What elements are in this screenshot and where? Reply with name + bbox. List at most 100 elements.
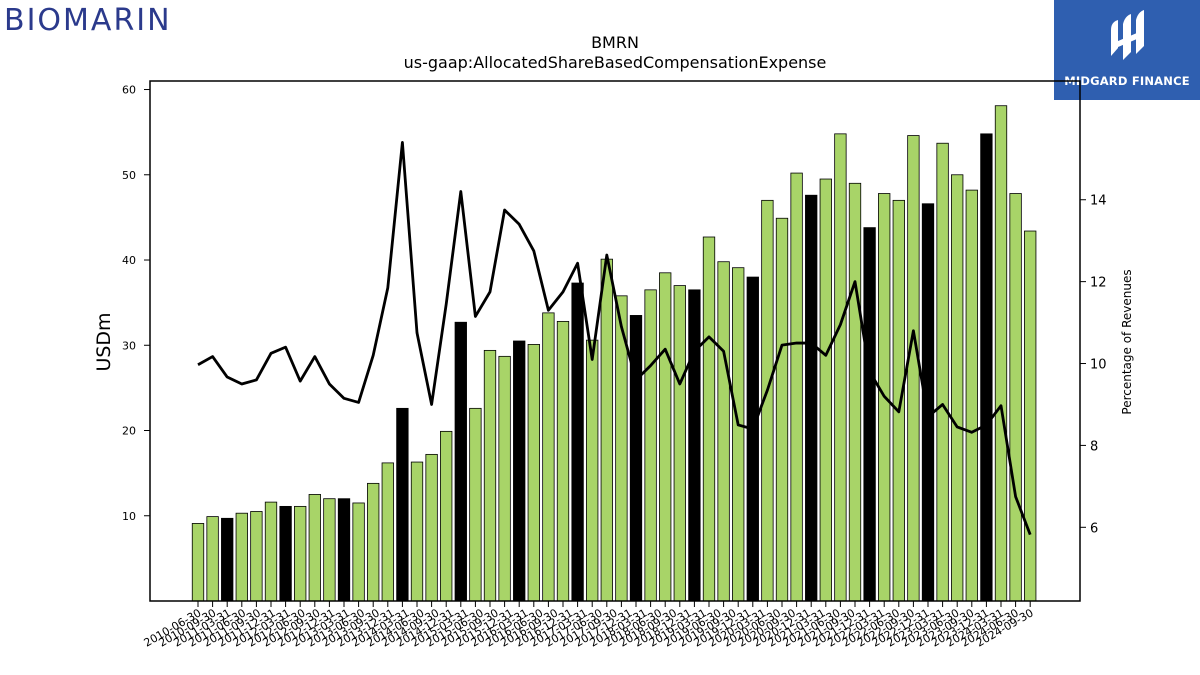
y2-tick-label: 6 <box>1090 521 1098 536</box>
x-tick-label: 2014-03-31 <box>350 606 412 649</box>
bar-2010-06-30 <box>191 523 205 602</box>
y-tick-label: 40 <box>122 254 136 267</box>
bar-2016-06-30 <box>542 312 555 602</box>
x-tick-label: 2011-03-31 <box>171 606 233 649</box>
bar-2021-09-30 <box>848 182 862 602</box>
bar-2017-03-31 <box>586 339 599 602</box>
bar-2019-03-31 <box>702 236 716 602</box>
x-tick-label: 2012-12-31 <box>275 606 337 649</box>
x-tick-label: 2017-12-31 <box>573 606 635 649</box>
bar-2012-06-30 <box>308 494 321 602</box>
bar-2022-12-31 <box>921 203 935 602</box>
x-tick-label: 2016-06-30 <box>483 606 545 649</box>
x-tick-label: 2012-03-31 <box>231 606 293 649</box>
x-tick-label: 2016-03-31 <box>469 606 531 649</box>
bar-2010-09-30 <box>206 516 219 602</box>
x-tick-label: 2013-12-31 <box>335 606 397 649</box>
x-tick-label: 2014-06-30 <box>365 606 427 649</box>
bar-2021-03-31 <box>819 178 832 602</box>
bar-2012-09-30 <box>323 498 336 602</box>
x-tick-label: 2023-03-31 <box>885 606 947 649</box>
x-tick-label: 2012-06-30 <box>246 606 308 649</box>
x-tick-label: 2023-12-31 <box>929 606 991 649</box>
x-tick-label: 2018-09-30 <box>617 606 679 649</box>
x-tick-label: 2019-09-30 <box>677 606 739 649</box>
x-tick-label: 2021-03-31 <box>766 606 828 649</box>
bar-2023-03-31 <box>936 142 949 602</box>
x-tick-label: 2024-03-31 <box>944 606 1006 649</box>
y2-axis-label: Percentage of Revenues <box>1120 269 1134 414</box>
bar-2019-06-30 <box>717 261 730 602</box>
x-tick-label: 2013-09-30 <box>320 606 382 649</box>
bar-2011-03-31 <box>235 512 248 602</box>
bar-2015-03-31 <box>469 407 482 602</box>
bar-2013-03-31 <box>352 502 365 602</box>
x-tick-label: 2018-03-31 <box>587 606 649 649</box>
bar-2018-06-30 <box>659 272 672 602</box>
x-tick-label: 2011-12-31 <box>216 606 278 649</box>
x-tick-label: 2014-09-30 <box>379 606 441 649</box>
bar-2015-09-30 <box>498 355 511 602</box>
x-tick-label: 2016-09-30 <box>498 606 560 649</box>
x-tick-label: 2012-09-30 <box>261 606 323 649</box>
bar-2020-06-30 <box>775 217 789 602</box>
bar-2015-06-30 <box>483 349 497 602</box>
x-tick-label: 2019-06-30 <box>662 606 724 649</box>
x-tick-label: 2015-12-31 <box>454 606 516 649</box>
y2-tick-label: 10 <box>1090 358 1107 373</box>
x-tick-label: 2017-03-31 <box>528 606 590 649</box>
bar-2022-06-30 <box>892 199 905 602</box>
bar-2022-09-30 <box>907 135 920 602</box>
bar-2018-03-31 <box>644 289 657 602</box>
bar-2013-09-30 <box>381 462 394 602</box>
y-axis-label: USDm <box>93 312 115 371</box>
bar-2016-03-31 <box>527 344 540 602</box>
bar-2024-06-30 <box>1009 193 1022 602</box>
x-tick-label: 2023-06-30 <box>900 606 962 649</box>
bar-2024-03-31 <box>994 105 1008 602</box>
x-tick-label: 2023-09-30 <box>914 606 976 649</box>
x-tick-label: 2013-06-30 <box>305 606 367 649</box>
x-tick-label: 2017-09-30 <box>558 606 620 649</box>
x-tick-label: 2022-09-30 <box>855 606 917 649</box>
bar-2011-12-31 <box>279 505 292 602</box>
midgard-logo-mark-icon <box>1054 8 1200 72</box>
x-tick-label: 2020-06-30 <box>721 606 783 649</box>
chart-subtitle: us-gaap:AllocatedShareBasedCompensationE… <box>404 53 827 72</box>
bar-2018-09-30 <box>673 285 686 602</box>
x-tick-label: 2024-06-30 <box>959 606 1021 649</box>
bar-2023-06-30 <box>951 174 964 602</box>
bar-2023-09-30 <box>965 189 978 602</box>
bar-2020-12-31 <box>805 194 818 602</box>
y-tick-label: 50 <box>122 169 136 182</box>
x-tick-label: 2022-06-30 <box>840 606 902 649</box>
y2-tick-label: 8 <box>1090 439 1098 454</box>
x-tick-label: 2015-06-30 <box>424 606 486 649</box>
biomarin-logo-text: BIOMARIN <box>4 2 172 38</box>
bar-2020-03-31 <box>761 199 774 602</box>
x-tick-label: 2021-06-30 <box>781 606 843 649</box>
bar-2014-09-30 <box>440 430 453 602</box>
chart-title: BMRN <box>591 33 639 52</box>
bar-2021-12-31 <box>863 227 876 602</box>
y2-tick-label: 14 <box>1090 194 1107 209</box>
x-tick-label: 2021-12-31 <box>810 606 872 649</box>
x-tick-label: 2019-03-31 <box>647 606 709 649</box>
bar-2013-06-30 <box>367 482 380 602</box>
bar-2012-03-31 <box>294 505 307 602</box>
bar-2014-12-31 <box>454 321 467 602</box>
bar-2010-12-31 <box>221 517 234 602</box>
x-tick-label: 2020-09-30 <box>736 606 798 649</box>
y-tick-label: 30 <box>122 339 136 352</box>
x-tick-label: 2021-09-30 <box>795 606 857 649</box>
x-tick-label: 2018-06-30 <box>602 606 664 649</box>
x-tick-label: 2013-03-31 <box>290 606 352 649</box>
bar-2013-12-31 <box>396 407 409 602</box>
bar-2011-06-30 <box>250 511 263 602</box>
y-tick-label: 10 <box>122 510 136 523</box>
bar-2014-03-31 <box>410 461 424 602</box>
bar-2017-06-30 <box>600 258 613 602</box>
bar-2016-12-31 <box>571 282 584 602</box>
bar-2024-09-30 <box>1024 230 1037 602</box>
